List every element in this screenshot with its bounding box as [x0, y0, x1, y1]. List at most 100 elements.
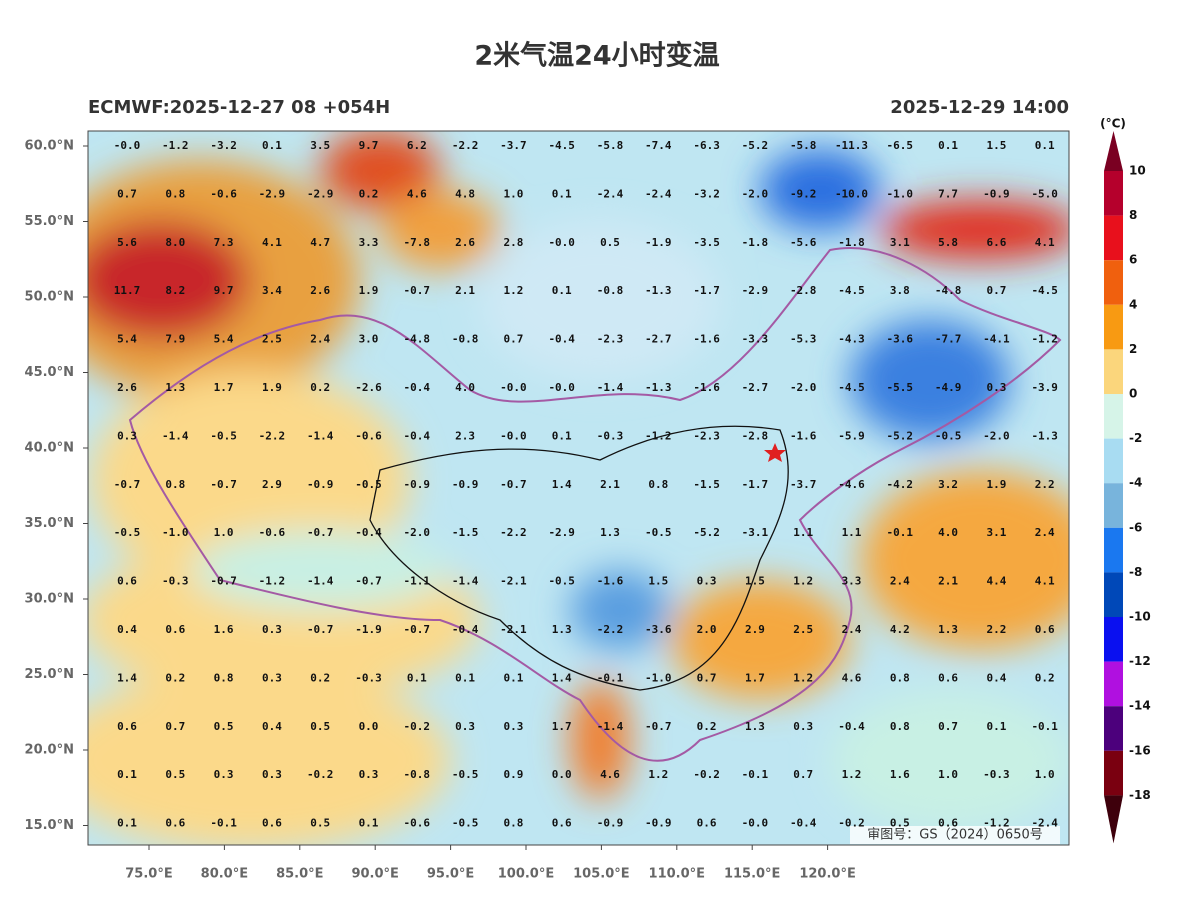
grid-value: 7.9: [165, 333, 185, 346]
map-frame: [87, 130, 1070, 846]
colorbar-label: -12: [1129, 654, 1151, 668]
grid-value: -4.1: [983, 333, 1010, 346]
grid-value: -0.7: [210, 575, 237, 588]
grid-value: 0.8: [165, 478, 185, 491]
grid-value: -0.1: [742, 768, 769, 781]
grid-value: -1.9: [355, 623, 382, 636]
grid-value: 0.4: [262, 720, 282, 733]
grid-value: 0.7: [938, 720, 958, 733]
grid-value: 1.2: [503, 284, 523, 297]
grid-value: 0.6: [262, 817, 282, 830]
grid-value: -0.9: [983, 187, 1010, 200]
grid-value: 0.1: [455, 671, 475, 684]
grid-value: 0.5: [600, 236, 620, 249]
grid-value: -5.6: [790, 236, 817, 249]
grid-value: -5.3: [790, 333, 817, 346]
grid-value: 0.8: [648, 478, 668, 491]
grid-value: -10.0: [835, 187, 868, 200]
grid-value: -1.4: [597, 720, 624, 733]
lon-label: 95.0°E: [427, 867, 474, 882]
grid-value: 2.9: [745, 623, 765, 636]
grid-value: -4.5: [548, 139, 575, 152]
lat-label: 50.0°N: [25, 290, 74, 305]
grid-value: 0.1: [552, 284, 572, 297]
grid-value: 0.9: [503, 768, 523, 781]
grid-value: 0.3: [262, 671, 282, 684]
grid-value: -0.7: [210, 478, 237, 491]
grid-value: 0.1: [1035, 139, 1055, 152]
grid-value: -1.6: [693, 381, 720, 394]
grid-value: -3.9: [1031, 381, 1058, 394]
colorbar-cap: [1104, 795, 1123, 844]
grid-value: 2.2: [1035, 478, 1055, 491]
lat-label: 60.0°N: [25, 139, 74, 154]
grid-value: 0.2: [697, 720, 717, 733]
lat-label: 30.0°N: [25, 592, 74, 607]
grid-value: 5.6: [117, 236, 137, 249]
grid-value: 3.1: [890, 236, 910, 249]
grid-value: -0.1: [887, 526, 914, 539]
grid-value: -3.2: [693, 187, 720, 200]
grid-value: 0.5: [165, 768, 185, 781]
grid-value: 0.2: [310, 381, 330, 394]
grid-value: 1.0: [503, 187, 523, 200]
grid-value: -0.2: [693, 768, 720, 781]
grid-value: 0.1: [262, 139, 282, 152]
grid-value: 1.4: [117, 671, 137, 684]
grid-value: 4.6: [842, 671, 862, 684]
grid-value: -0.4: [404, 381, 431, 394]
grid-value: 0.6: [1035, 623, 1055, 636]
grid-value: -3.3: [742, 333, 769, 346]
grid-value: -1.3: [1031, 429, 1058, 442]
grid-value: -0.3: [162, 575, 189, 588]
grid-value: 2.4: [1035, 526, 1055, 539]
grid-value: -0.1: [210, 817, 237, 830]
grid-value: 0.0: [359, 720, 379, 733]
colorbar-segment: [1104, 706, 1123, 751]
grid-value: 5.4: [214, 333, 234, 346]
grid-value: 3.3: [842, 575, 862, 588]
colorbar-unit: (°C): [1100, 117, 1126, 131]
grid-value: -1.2: [1031, 333, 1058, 346]
grid-value: 2.6: [455, 236, 475, 249]
grid-value: -0.7: [355, 575, 382, 588]
grid-value: 1.0: [1035, 768, 1055, 781]
grid-value: 0.5: [214, 720, 234, 733]
grid-value: 0.6: [165, 817, 185, 830]
colorbar-segment: [1104, 750, 1123, 796]
grid-value: 0.5: [310, 817, 330, 830]
grid-value: 0.3: [262, 623, 282, 636]
grid-value: -2.3: [597, 333, 624, 346]
colorbar-segment: [1104, 617, 1123, 662]
grid-value: -1.4: [597, 381, 624, 394]
grid-value: -0.0: [500, 429, 527, 442]
grid-value: 0.0: [552, 768, 572, 781]
grid-value: 0.1: [117, 768, 137, 781]
grid-value: 1.7: [745, 671, 765, 684]
grid-value: -7.7: [935, 333, 962, 346]
grid-value: 0.7: [697, 671, 717, 684]
grid-value: 0.1: [503, 671, 523, 684]
colorbar-label: 2: [1129, 342, 1137, 356]
grid-value: 0.8: [503, 817, 523, 830]
colorbar-segment: [1104, 394, 1123, 439]
grid-value: 0.3: [359, 768, 379, 781]
grid-value: 0.6: [938, 817, 958, 830]
grid-value: -0.0: [548, 236, 575, 249]
grid-value: 0.4: [117, 623, 137, 636]
grid-value: -5.2: [887, 429, 914, 442]
title: 2米气温24小时变温: [474, 40, 719, 72]
grid-value: 3.8: [890, 284, 910, 297]
grid-value: -0.3: [355, 671, 382, 684]
grid-value: 2.5: [262, 333, 282, 346]
grid-value: 3.0: [359, 333, 379, 346]
grid-value: -0.7: [500, 478, 527, 491]
grid-value: -0.8: [452, 333, 479, 346]
grid-value: 0.7: [793, 768, 813, 781]
grid-value: -0.7: [307, 526, 334, 539]
grid-value: 2.3: [455, 429, 475, 442]
grid-value: -0.4: [838, 720, 865, 733]
grid-value: -3.1: [742, 526, 769, 539]
grid-value: 4.8: [455, 187, 475, 200]
